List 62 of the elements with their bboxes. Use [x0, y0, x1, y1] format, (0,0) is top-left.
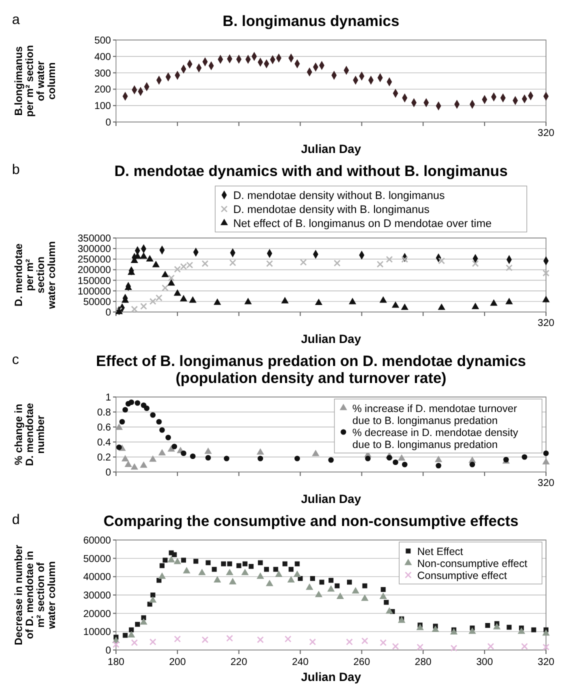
x-tick-label: 280 [414, 657, 432, 668]
legend-label: Net effect of B. longimanus on D mendotae over time [233, 218, 492, 230]
legend-label: Net Effect [417, 546, 464, 558]
y-tick-label: 100 [94, 101, 112, 112]
text: 320 [538, 478, 555, 489]
y-tick-label: 500 [94, 36, 112, 46]
y-axis-title: B.longimanus per m² section of water column [13, 45, 58, 117]
x-tick-label: 180 [108, 657, 125, 668]
chart-title: Comparing the consumptive and non-consumptive effects [103, 513, 519, 530]
chart-title: D. mendotae dynamics with and without B. longimanus [114, 163, 508, 180]
x-axis-title: Julian Day [300, 492, 362, 506]
y-tick-label: 0 [105, 118, 112, 128]
chart-title: B. longimanus dynamics [222, 13, 400, 30]
x-axis-title: Julian Day [300, 332, 362, 346]
y-axis-title: Decrease in number of D. mendotae in m² section of water column [13, 544, 58, 646]
x-tick-label: 240 [292, 657, 310, 668]
x-tick-label: 220 [230, 657, 248, 668]
text: a [12, 11, 20, 27]
chart-title: Effect of B. longimanus predation on D. mendotae dynamics (population density and turnover rate) [96, 353, 526, 387]
x-tick-label: 300 [476, 657, 494, 668]
y-tick-label: 300000 [78, 244, 112, 256]
y-tick-label: 300 [94, 68, 112, 80]
y-tick-label: 0.8 [97, 408, 112, 418]
y-tick-label: 400 [94, 52, 112, 63]
text: d [12, 511, 20, 527]
y-tick-label: 20000 [83, 608, 112, 620]
text: b [12, 161, 20, 177]
text: 320 [538, 128, 555, 139]
y-tick-label: 0 [105, 646, 112, 656]
y-tick-label: 60000 [83, 536, 112, 546]
x-tick-label: 320 [538, 657, 555, 668]
y-axis-title: % change in D. mendotae number [13, 402, 47, 466]
y-tick-label: 200000 [78, 265, 112, 276]
x-tick-label: 260 [353, 657, 370, 668]
y-tick-label: 40000 [83, 572, 112, 584]
y-tick-label: 350000 [78, 234, 112, 244]
y-tick-label: 50000 [83, 296, 112, 308]
y-tick-label: 100000 [78, 286, 112, 298]
legend-label: % increase if D. mendotae turnover due to B. longimanus predation [352, 403, 518, 427]
y-tick-label: 200 [94, 84, 112, 96]
y-axis-title: D. mendotae per m² section water column [13, 241, 58, 310]
y-tick-label: 250000 [78, 254, 112, 266]
x-axis-title: Julian Day [300, 670, 362, 684]
text: c [12, 351, 19, 367]
y-tick-label: 1 [105, 392, 112, 404]
y-tick-label: 150000 [78, 276, 112, 287]
text: 320 [538, 318, 555, 329]
legend-label: Consumptive effect [417, 570, 507, 582]
legend-label: Non-consumptive effect [417, 558, 528, 570]
y-tick-label: 10000 [83, 627, 112, 638]
legend-label: D. mendotae density without B. longimanus [233, 190, 446, 202]
y-tick-label: 0 [105, 468, 112, 478]
y-tick-label: 0 [105, 308, 112, 318]
x-axis-title: Julian Day [300, 142, 362, 156]
x-tick-label: 200 [169, 657, 186, 668]
y-tick-label: 0.2 [97, 452, 112, 464]
legend-label: % decrease in D. mendotae density due to B. longimanus predation [352, 427, 519, 451]
y-tick-label: 50000 [83, 554, 112, 565]
legend-label: D. mendotae density with B. longimanus [233, 204, 430, 216]
y-tick-label: 30000 [83, 590, 112, 602]
y-tick-label: 0.4 [97, 438, 112, 448]
y-tick-label: 0.6 [97, 422, 112, 434]
